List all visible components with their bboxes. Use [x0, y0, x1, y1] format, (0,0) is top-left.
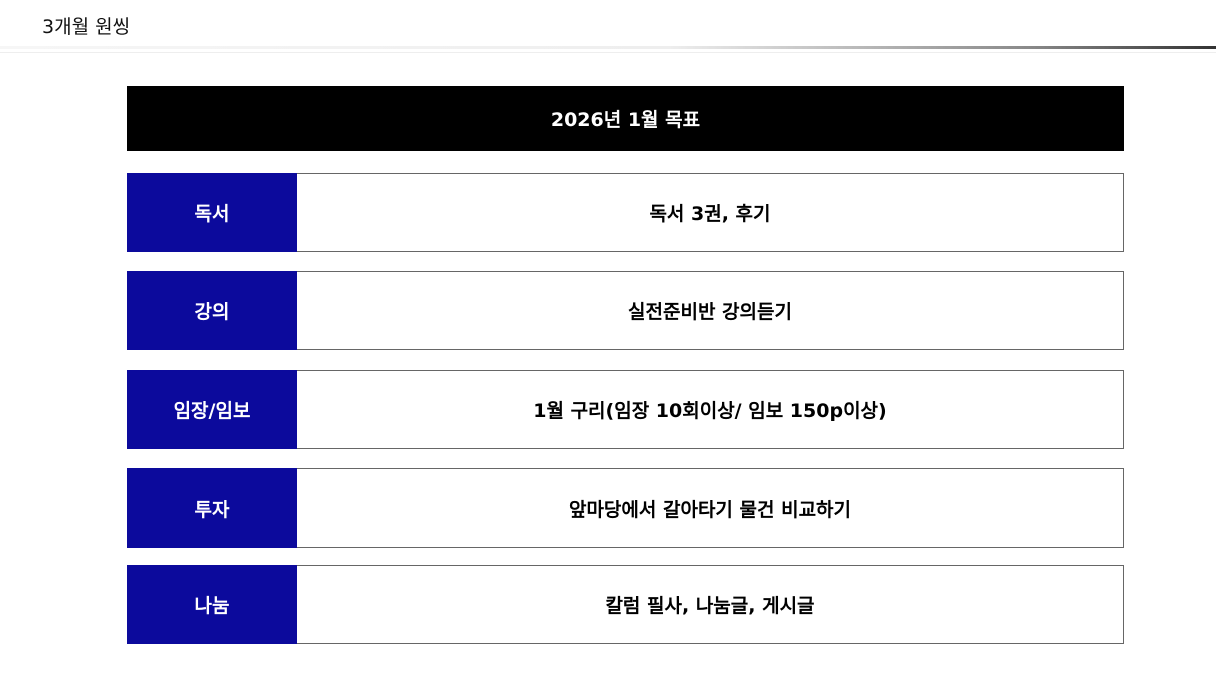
goal-header: 2026년 1월 목표: [127, 86, 1124, 151]
divider: [0, 52, 1216, 53]
divider: [0, 46, 1216, 49]
goal-content: 실전준비반 강의듣기: [297, 271, 1124, 350]
goal-content: 앞마당에서 갈아타기 물건 비교하기: [297, 468, 1124, 548]
goal-category: 독서: [127, 173, 297, 252]
goal-row: 나눔 칼럼 필사, 나눔글, 게시글: [127, 565, 1124, 644]
goal-category: 투자: [127, 468, 297, 548]
goal-row: 강의 실전준비반 강의듣기: [127, 271, 1124, 350]
goal-content: 1월 구리(임장 10회이상/ 임보 150p이상): [297, 370, 1124, 449]
goal-category: 임장/임보: [127, 370, 297, 449]
goal-content: 칼럼 필사, 나눔글, 게시글: [297, 565, 1124, 644]
goal-row: 임장/임보 1월 구리(임장 10회이상/ 임보 150p이상): [127, 370, 1124, 449]
goal-row: 독서 독서 3권, 후기: [127, 173, 1124, 252]
goal-category: 강의: [127, 271, 297, 350]
goal-content: 독서 3권, 후기: [297, 173, 1124, 252]
goal-row: 투자 앞마당에서 갈아타기 물건 비교하기: [127, 468, 1124, 548]
slide-title: 3개월 원씽: [42, 16, 131, 38]
goal-category: 나눔: [127, 565, 297, 644]
